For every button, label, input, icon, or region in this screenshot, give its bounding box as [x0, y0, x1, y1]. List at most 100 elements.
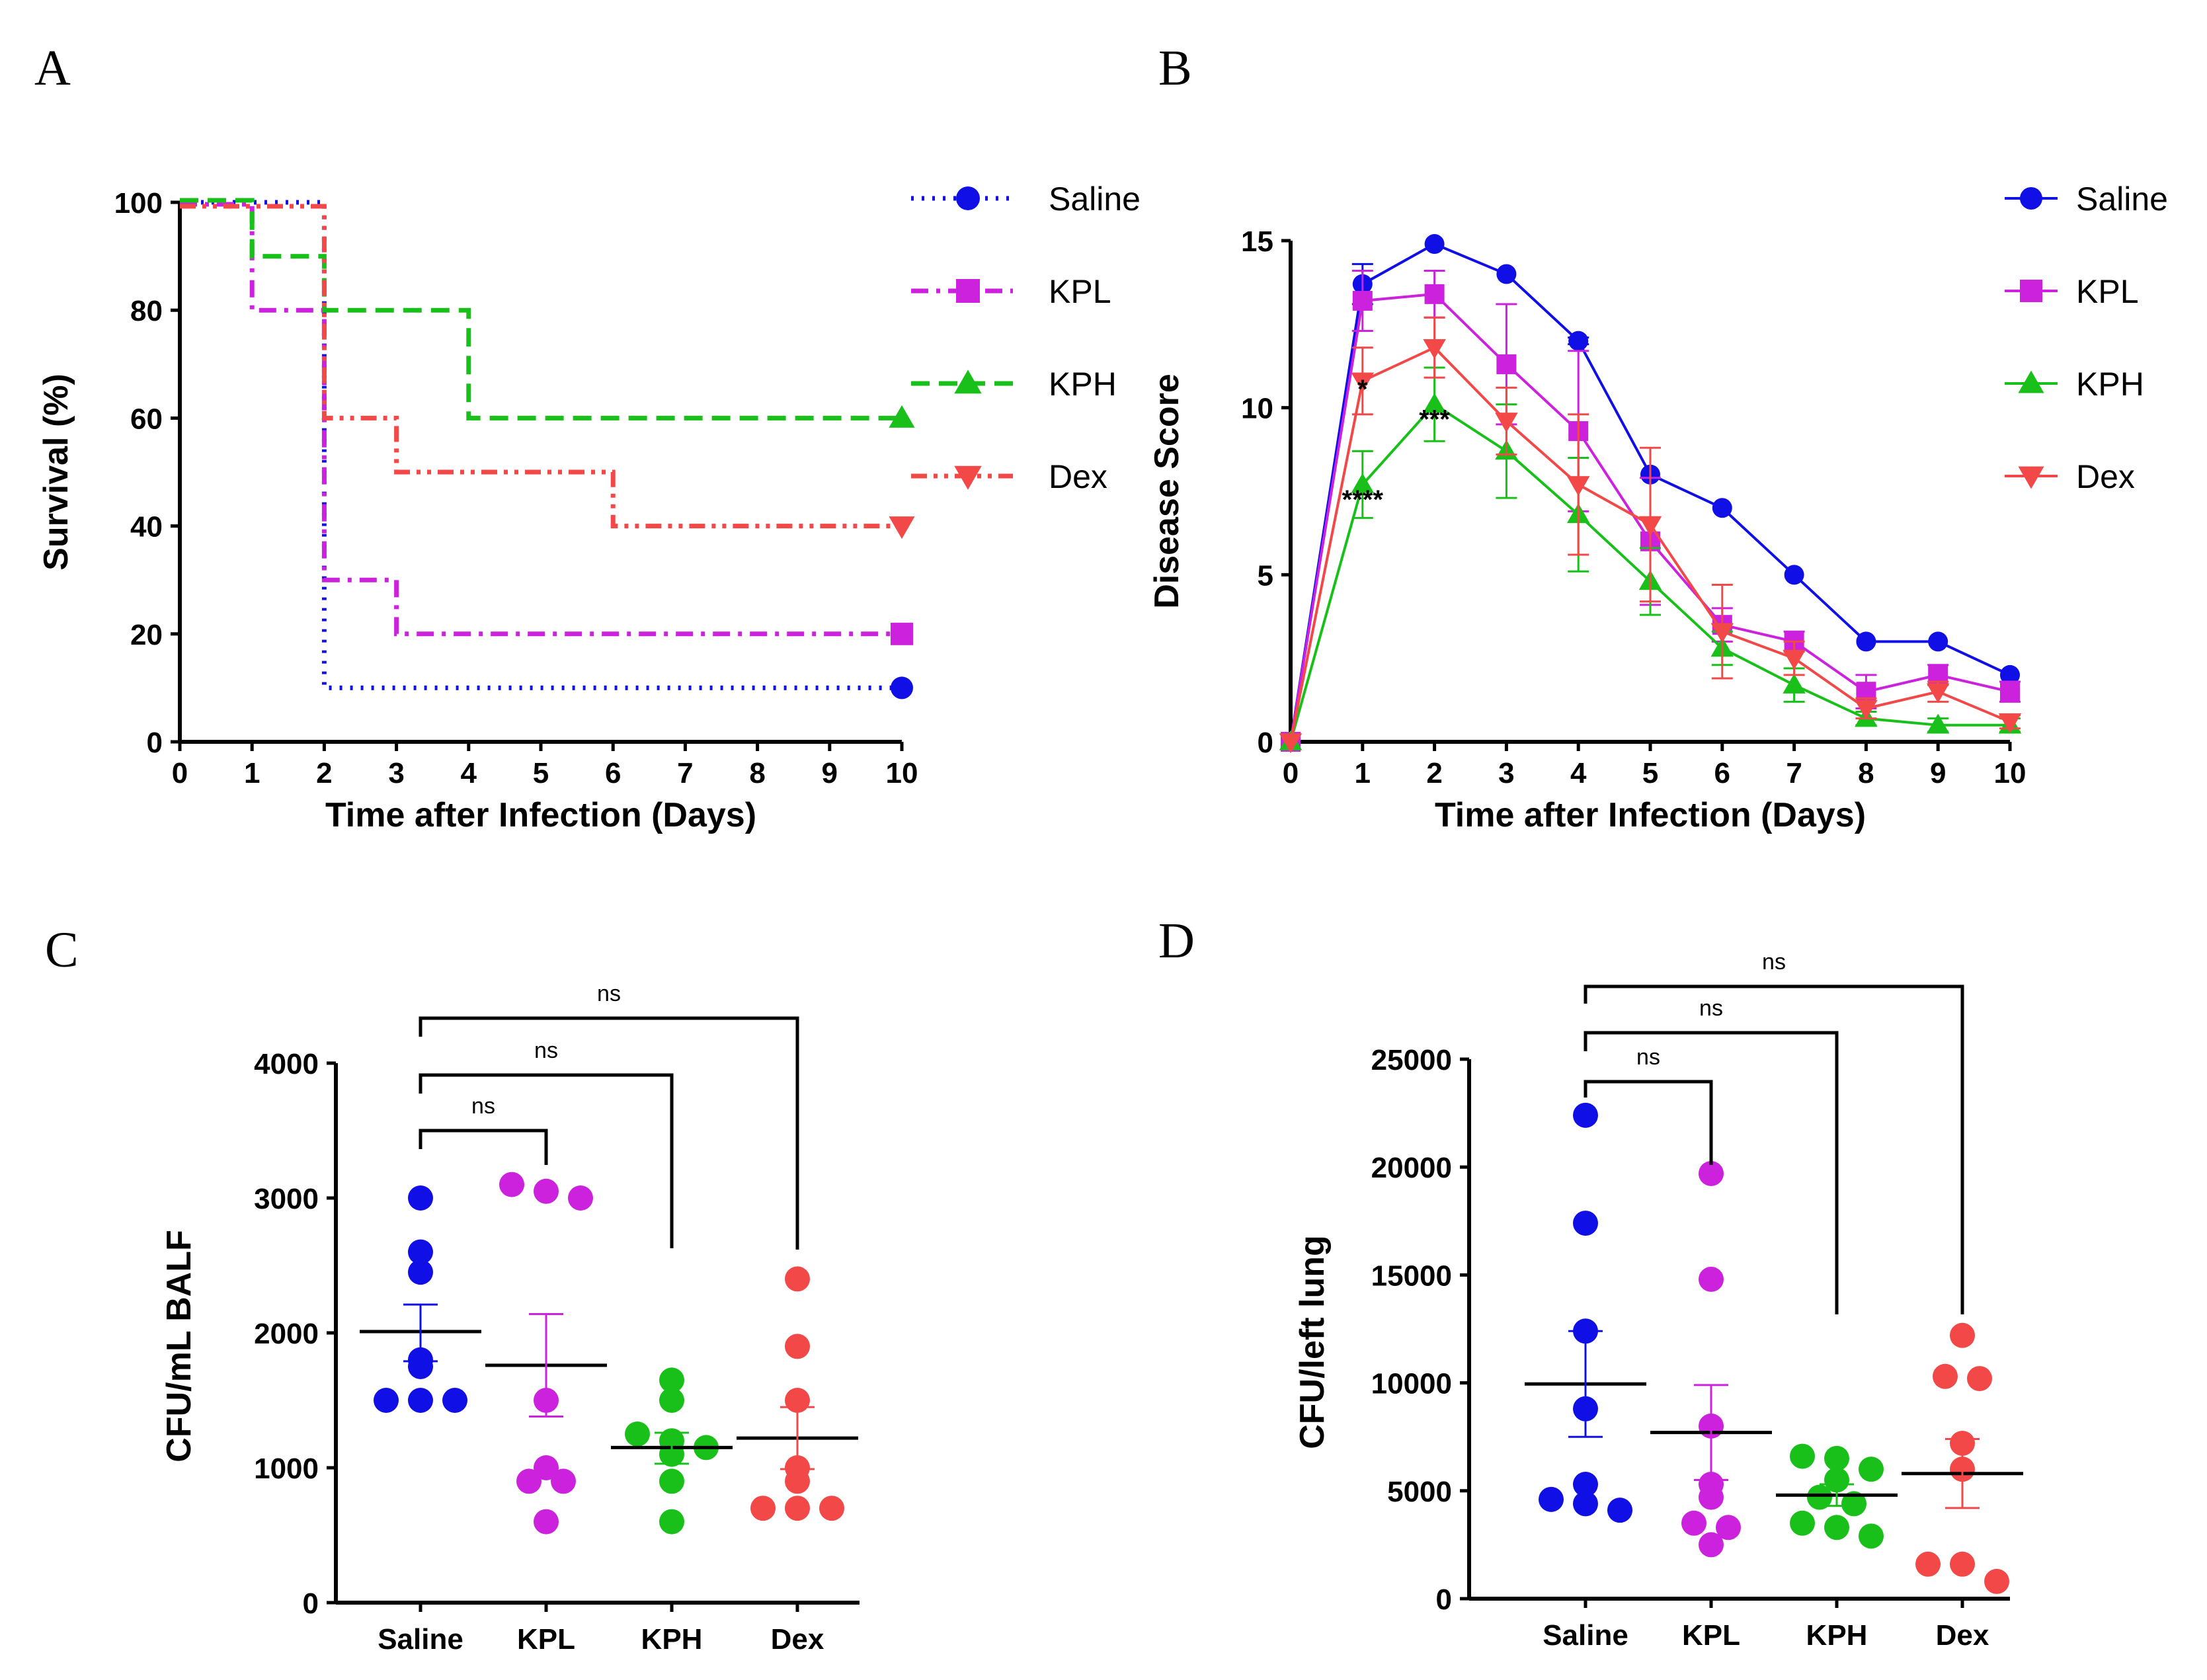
- legend-label-dex: Dex: [1049, 458, 1107, 495]
- data-point-dex: [1933, 1363, 1958, 1389]
- legend-label-saline: Saline: [1049, 180, 1141, 218]
- data-point-dex: [1950, 1322, 1975, 1348]
- y-axis-label: CFU/mL BALF: [160, 1230, 198, 1462]
- point-saline: [1856, 631, 1876, 652]
- data-point-saline: [408, 1239, 433, 1265]
- y-tick-label: 100: [114, 187, 163, 220]
- x-tick-label: 2: [316, 757, 332, 789]
- significance-annotation: *: [1357, 375, 1368, 404]
- data-point-kph: [659, 1367, 684, 1393]
- y-tick-label: 15000: [1371, 1260, 1452, 1292]
- data-point-dex: [785, 1266, 810, 1292]
- y-tick-label: 4000: [254, 1048, 319, 1080]
- point-saline: [1712, 498, 1732, 518]
- significance-label: ns: [534, 1038, 558, 1063]
- x-tick-label: 5: [533, 757, 549, 789]
- x-axis-label: Time after Infection (Days): [325, 796, 756, 834]
- legend-label-kph: KPH: [1049, 366, 1117, 403]
- panel-b-disease-score-chart: 0 1 2 3 4 5 6 7 8 9 10 0 5 10 15 Time after Infection (…: [1148, 180, 2168, 834]
- panel-label-b: B: [1158, 40, 1192, 96]
- y-tick-label: 0: [303, 1587, 319, 1620]
- point-kph: [1926, 713, 1950, 734]
- end-marker-dex: [889, 516, 915, 540]
- x-tick-label: 0: [1283, 757, 1299, 789]
- survival-line-dex: [180, 204, 902, 529]
- survival-line-kpl: [180, 202, 902, 637]
- point-dex: [1710, 623, 1734, 643]
- data-point-kpl: [534, 1455, 559, 1480]
- x-tick-label: 8: [749, 757, 765, 789]
- x-tick-label: 9: [1930, 757, 1946, 789]
- x-tick-label: Saline: [378, 1623, 463, 1656]
- x-tick-label: 10: [886, 757, 918, 789]
- legend-label-dex: Dex: [2076, 458, 2135, 495]
- y-tick-label: 3000: [254, 1183, 319, 1215]
- y-tick-label: 15: [1241, 225, 1273, 258]
- data-point-saline: [442, 1388, 467, 1413]
- data-point-kpl: [516, 1468, 542, 1494]
- y-tick-label: 20: [130, 619, 163, 651]
- y-tick-label: 25000: [1371, 1044, 1452, 1076]
- data-point-kph: [1824, 1445, 1849, 1471]
- legend-marker-kph: [954, 370, 982, 394]
- x-tick-label: KPL: [1682, 1619, 1740, 1652]
- data-point-dex: [750, 1496, 776, 1521]
- point-dex: [1783, 649, 1806, 670]
- data-point-saline: [408, 1388, 433, 1413]
- data-point-dex: [819, 1496, 844, 1521]
- data-point-dex: [785, 1468, 810, 1494]
- legend-marker-dex: [2018, 466, 2044, 489]
- data-point-kpl: [568, 1185, 593, 1211]
- data-point-kph: [659, 1388, 684, 1413]
- point-dex: [1926, 683, 1950, 703]
- data-point-kpl: [534, 1178, 559, 1204]
- x-tick-label: 8: [1858, 757, 1874, 789]
- data-point-kpl: [1699, 1160, 1724, 1186]
- legend-marker-saline: [2020, 187, 2042, 210]
- data-point-saline: [1607, 1498, 1632, 1523]
- data-point-kpl: [534, 1509, 559, 1535]
- data-point-kpl: [499, 1172, 524, 1197]
- survival-line-saline: [180, 200, 902, 690]
- panel-d-lung-cfu-chart: 0 5000 10000 15000 20000 25000 Saline KPL KPH Dex…: [1293, 949, 2023, 1652]
- panel-label-c: C: [45, 922, 79, 978]
- data-point-kph: [1824, 1515, 1849, 1540]
- x-tick-label: 4: [461, 757, 477, 789]
- legend-marker-kph: [2018, 370, 2044, 393]
- data-point-kph: [659, 1509, 684, 1535]
- point-kph: [1423, 393, 1446, 413]
- point-dex: [1423, 339, 1446, 359]
- x-tick-label: 6: [605, 757, 621, 789]
- data-point-saline: [1573, 1472, 1598, 1498]
- x-tick-label: KPL: [517, 1623, 575, 1656]
- significance-bracket: [1584, 1031, 1839, 1314]
- significance-annotation: ***: [1419, 405, 1450, 434]
- point-kpl: [1496, 354, 1517, 374]
- data-point-saline: [374, 1388, 399, 1413]
- data-point-kph: [1790, 1510, 1815, 1536]
- x-tick-label: 0: [172, 757, 188, 789]
- significance-bracket: [419, 1073, 674, 1248]
- data-point-saline: [408, 1260, 433, 1285]
- x-tick-label: 3: [388, 757, 404, 789]
- x-tick-label: 3: [1498, 757, 1514, 789]
- x-tick-label: Saline: [1543, 1619, 1628, 1652]
- point-kph: [1351, 473, 1375, 493]
- y-tick-label: 60: [130, 403, 163, 435]
- x-tick-label: Dex: [771, 1623, 824, 1656]
- data-point-kph: [625, 1421, 650, 1447]
- point-saline: [1568, 331, 1589, 351]
- panel-label-d: D: [1158, 913, 1195, 969]
- y-tick-label: 10000: [1371, 1368, 1452, 1400]
- x-tick-label: 4: [1570, 757, 1587, 789]
- data-point-kpl: [551, 1468, 576, 1494]
- point-dex: [1998, 713, 2022, 733]
- point-kph: [1783, 673, 1806, 694]
- point-saline: [2000, 664, 2020, 685]
- point-dex: [1855, 700, 1878, 720]
- x-tick-label: 10: [1994, 757, 2026, 789]
- data-point-dex: [1967, 1366, 1992, 1392]
- point-kpl: [1424, 284, 1445, 304]
- data-point-kph: [1807, 1484, 1832, 1510]
